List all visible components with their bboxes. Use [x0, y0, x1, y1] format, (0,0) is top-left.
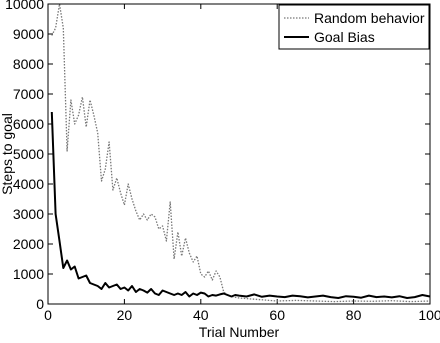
x-tick-label: 80	[346, 307, 362, 323]
y-tick-label: 4000	[13, 176, 44, 192]
x-tick-label: 60	[269, 307, 285, 323]
plot-frame	[47, 3, 431, 305]
x-axis-title: Trial Number	[199, 324, 280, 340]
y-tick-label: 8000	[13, 56, 44, 72]
x-axis-ticks: 0 20 40 60 80 100	[44, 4, 440, 323]
legend-box	[278, 4, 430, 50]
legend-label: Random behavior	[314, 10, 425, 26]
series-layer	[50, 3, 431, 303]
x-tick-label: 40	[193, 307, 209, 323]
y-tick-label: 7000	[13, 86, 44, 102]
y-tick-label: 5000	[13, 146, 44, 162]
y-tick-label: 6000	[13, 116, 44, 132]
y-tick-label: 2000	[13, 236, 44, 252]
legend-label: Goal Bias	[314, 29, 375, 45]
x-tick-label: 20	[117, 307, 133, 323]
series-line-goal-bias	[50, 111, 431, 299]
y-tick-label: 10000	[5, 0, 44, 12]
y-axis-title: Steps to goal	[0, 113, 15, 195]
y-tick-label: 9000	[13, 26, 44, 42]
y-tick-label: 3000	[13, 206, 44, 222]
y-tick-label: 1000	[13, 266, 44, 282]
legend: Random behavior Goal Bias	[278, 4, 430, 50]
y-axis-ticks: 0 1000 2000 3000 4000 5000 6000 7000 8000 9000 100…	[5, 0, 430, 312]
x-tick-label: 0	[44, 307, 52, 323]
x-tick-label: 100	[418, 307, 440, 323]
series-line-random-behavior	[51, 3, 431, 303]
y-tick-label: 0	[36, 296, 44, 312]
